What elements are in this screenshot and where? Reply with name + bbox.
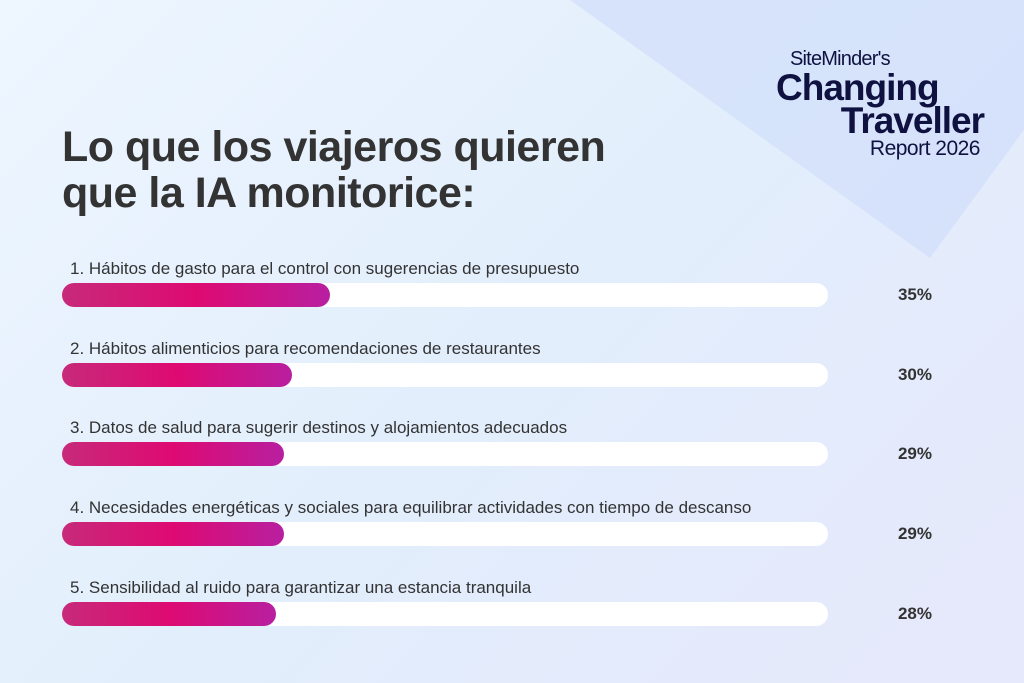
bar (62, 442, 285, 466)
bar-track (62, 283, 828, 307)
value-label: 28% (897, 604, 932, 623)
value-label: 35% (897, 285, 932, 304)
category-label: 4. Necesidades energéticas y sociales pa… (70, 498, 752, 517)
bar-track (62, 602, 828, 626)
bar-track (62, 522, 828, 546)
page-title: Lo que los viajeros quieren que la IA mo… (62, 123, 606, 217)
value-label: 29% (897, 524, 932, 543)
logo-line2: Traveller (840, 100, 985, 141)
logo-line3: Report 2026 (869, 137, 981, 160)
siteminder-logo: SiteMinder's Changing Traveller Report 2… (776, 48, 985, 161)
bar (62, 602, 277, 626)
bar-track (62, 442, 828, 466)
bar (62, 522, 285, 546)
category-label: 5. Sensibilidad al ruido para garantizar… (70, 578, 532, 597)
value-label: 29% (897, 444, 932, 463)
title-line-1: Lo que los viajeros quieren (62, 123, 606, 171)
category-label: 2. Hábitos alimenticios para recomendaci… (70, 339, 541, 358)
category-label: 3. Datos de salud para sugerir destinos … (70, 418, 568, 437)
title-line-2: que la IA monitorice: (62, 169, 476, 217)
bar-track (62, 363, 828, 387)
value-label: 30% (897, 365, 932, 384)
bar (62, 283, 331, 307)
category-label: 1. Hábitos de gasto para el control con … (70, 259, 580, 278)
bar (62, 363, 292, 387)
logo-brand: SiteMinder's (790, 48, 891, 70)
logo-line1: Changing (776, 67, 940, 108)
